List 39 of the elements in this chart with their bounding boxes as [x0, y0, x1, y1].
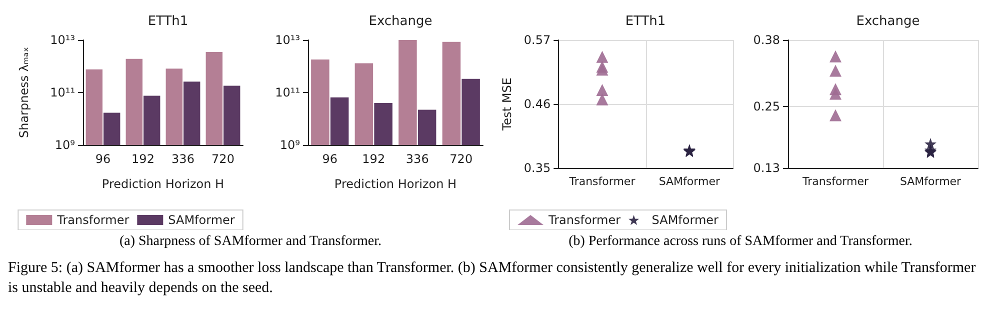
legend-label: Transformer	[548, 213, 621, 227]
y-tick-label: 0.46	[524, 97, 551, 111]
y-tick-label: 0.13	[753, 161, 780, 175]
x-tick-label: 720	[450, 152, 473, 166]
y-tick-label: 10¹³	[50, 33, 76, 47]
y-axis-title: Sharpness λₘₐₓ	[17, 46, 31, 138]
text: (b) Performance across runs of SAMformer and Transformer.	[568, 234, 914, 250]
x-tick-label: 96	[95, 152, 111, 166]
chart-title: Exchange	[368, 14, 432, 29]
x-tick-label: 720	[212, 152, 234, 166]
x-axis-title: Prediction Horizon H	[334, 177, 457, 191]
y-tick-label: 10¹¹	[275, 86, 300, 100]
y-tick-label: 0.35	[524, 161, 551, 175]
text: (a) Sharpness of SAMformer and Transformer.	[118, 234, 383, 250]
x-tick-label: SAMformer	[658, 175, 720, 188]
legend-label: SAMformer	[652, 213, 719, 227]
legend-label: SAMformer	[168, 213, 235, 227]
y-tick-label: 10¹¹	[50, 86, 76, 100]
legend-label: Transformer	[56, 213, 130, 227]
y-tick-label: 10¹³	[275, 33, 300, 47]
x-tick-label: 336	[172, 152, 194, 166]
x-tick-label: SAMformer	[900, 175, 962, 188]
x-tick-label: 192	[132, 152, 154, 166]
x-axis-title: Prediction Horizon H	[102, 177, 224, 191]
y-tick-label: 10⁹	[280, 138, 300, 152]
chart-title: Exchange	[856, 14, 920, 29]
y-tick-label: 0.25	[753, 100, 780, 114]
y-tick-label: 0.57	[524, 33, 551, 47]
caption: Figure 5: (a) SAMformer has a smoother loss landscape than Transformer. (b) SAMformer consistently generalize well for every initialization while Transformer is unstable and heavily depends on the seed.	[8, 259, 977, 298]
x-tick-label: 192	[362, 152, 386, 166]
x-tick-label: Transformer	[568, 175, 636, 188]
y-axis-title: Test MSE	[500, 78, 514, 132]
chart-title: ETTh1	[625, 14, 666, 29]
chart-title: ETTh1	[148, 14, 188, 29]
y-tick-label: 10⁹	[54, 138, 76, 152]
y-tick-label: 0.38	[753, 33, 780, 47]
x-tick-label: 96	[322, 152, 338, 166]
x-tick-label: Transformer	[801, 175, 869, 188]
x-tick-label: 336	[406, 152, 429, 166]
